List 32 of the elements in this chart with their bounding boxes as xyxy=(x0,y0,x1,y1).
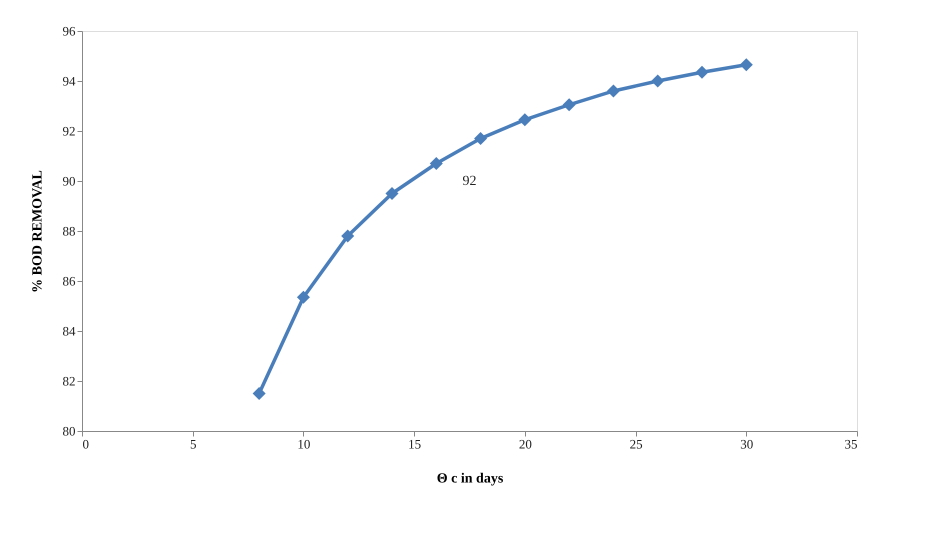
x-tick-label: 15 xyxy=(408,436,422,452)
point xyxy=(252,386,266,400)
y-tick-label: 88 xyxy=(62,224,76,238)
x-tick-label: 30 xyxy=(740,436,754,452)
x-tick-label: 20 xyxy=(518,436,532,452)
x-axis-title: Θ c in days xyxy=(436,472,504,486)
y-tick-label: 86 xyxy=(62,274,76,288)
point xyxy=(651,74,664,88)
point xyxy=(385,186,399,200)
x-tick-label: 0 xyxy=(82,436,89,452)
point xyxy=(474,132,488,146)
y-tick-label: 96 xyxy=(62,24,76,38)
y-tick-label: 90 xyxy=(62,174,76,188)
x-tick-label: 35 xyxy=(844,436,858,452)
point xyxy=(341,229,354,243)
point xyxy=(562,98,576,112)
point xyxy=(740,58,753,72)
point xyxy=(518,113,532,126)
y-tick-label: 84 xyxy=(62,324,76,338)
y-tick-label: 92 xyxy=(62,124,76,138)
x-tick-label: 5 xyxy=(190,436,196,452)
y-axis-title: % BOD REMOVAL xyxy=(30,170,46,293)
point xyxy=(695,66,709,79)
x-tick-label: 25 xyxy=(630,436,643,452)
y-tick-label: 94 xyxy=(62,74,76,88)
point xyxy=(296,290,310,304)
x-tick-label: 10 xyxy=(297,436,310,452)
point xyxy=(430,156,443,170)
y-tick-label: 82 xyxy=(62,374,76,388)
annotation: 92 xyxy=(462,174,476,189)
point xyxy=(606,84,620,98)
y-tick-label: 80 xyxy=(62,424,76,438)
